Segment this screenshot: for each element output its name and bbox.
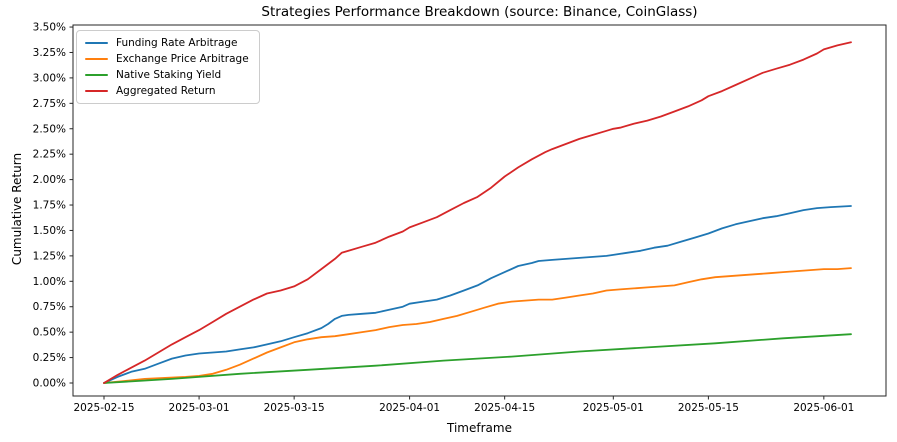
y-axis-label: Cumulative Return <box>10 152 24 266</box>
series-line-native-staking-yield <box>103 333 852 384</box>
legend-item-funding-rate-arbitrage: Funding Rate Arbitrage <box>85 37 249 49</box>
y-tick-label: 1.25% <box>33 250 66 262</box>
legend-label: Exchange Price Arbitrage <box>116 53 249 65</box>
y-tick-label: 2.25% <box>33 149 66 161</box>
series-line-aggregated-return <box>103 41 852 384</box>
y-tick-label: 0.00% <box>33 378 66 390</box>
x-tick-label: 2025-03-15 <box>264 402 325 414</box>
y-tick-label: 2.75% <box>33 98 66 110</box>
x-tick-label: 2025-04-15 <box>474 402 535 414</box>
y-tick-label: 0.50% <box>33 327 66 339</box>
y-tick-label: 0.25% <box>33 352 66 364</box>
y-tick-label: 2.50% <box>33 123 66 135</box>
chart-title: Strategies Performance Breakdown (source… <box>261 4 698 20</box>
y-tick-label: 2.00% <box>33 174 66 186</box>
x-tick-label: 2025-03-01 <box>169 402 230 414</box>
legend-label: Funding Rate Arbitrage <box>116 37 238 49</box>
legend-label: Aggregated Return <box>116 85 216 97</box>
y-tick-label: 3.00% <box>33 72 66 84</box>
x-tick-label: 2025-06-01 <box>793 402 854 414</box>
y-tick-label: 1.75% <box>33 200 66 212</box>
y-tick-label: 3.50% <box>33 22 66 34</box>
x-tick-label: 2025-05-01 <box>583 402 644 414</box>
line-swatch-icon <box>85 57 108 61</box>
axes-spines <box>72 24 887 397</box>
x-tick-label: 2025-05-15 <box>678 402 739 414</box>
line-swatch-icon <box>85 41 108 45</box>
plot-border <box>72 24 887 397</box>
y-tick-label: 0.75% <box>33 301 66 313</box>
y-axis-ticks: 0.00% 0.25% 0.50% 0.75% 1.00% 1.25% 1.50% 1.75%… <box>33 22 73 390</box>
x-axis-label: Timeframe <box>447 421 512 435</box>
y-tick-label: 1.50% <box>33 225 66 237</box>
legend-item-exchange-price-arbitrage: Exchange Price Arbitrage <box>85 53 249 65</box>
x-tick-label: 2025-04-01 <box>379 402 440 414</box>
legend-label: Native Staking Yield <box>116 69 222 81</box>
legend-item-aggregated-return: Aggregated Return <box>85 85 249 97</box>
y-tick-label: 3.25% <box>33 47 66 59</box>
line-swatch-icon <box>85 89 108 93</box>
legend-item-native-staking-yield: Native Staking Yield <box>85 69 249 81</box>
x-axis-ticks: 2025-02-15 2025-03-01 2025-03-15 2025-04-01… <box>73 396 854 414</box>
x-tick-label: 2025-02-15 <box>73 402 134 414</box>
series-line-funding-rate-arbitrage <box>103 205 852 384</box>
line-swatch-icon <box>85 73 108 77</box>
legend: Funding Rate Arbitrage Exchange Price Ar… <box>76 30 260 104</box>
series-lines <box>103 41 852 384</box>
series-line-exchange-price-arbitrage <box>103 267 852 384</box>
y-tick-label: 1.00% <box>33 276 66 288</box>
